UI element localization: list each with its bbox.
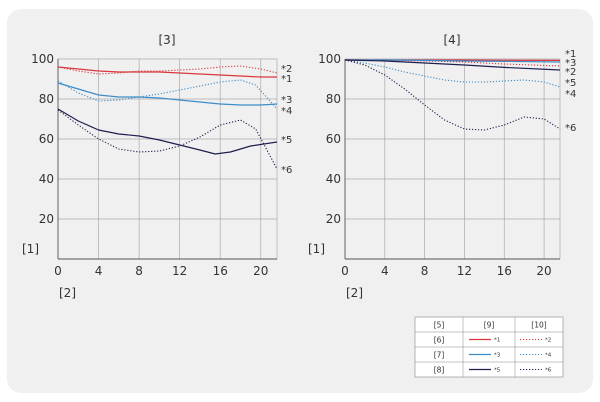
y-tick-label: 60 <box>326 132 341 146</box>
legend-row-label: [8] <box>434 366 445 375</box>
legend-sample-label: *1 <box>494 338 500 344</box>
x-tick-label: 4 <box>381 264 389 278</box>
series-line-s2 <box>57 65 278 75</box>
curve-label: *1 <box>565 49 576 60</box>
x-tick-label: 20 <box>253 264 268 278</box>
x-tick-label: 4 <box>95 264 103 278</box>
legend-sample-label: *5 <box>494 368 501 374</box>
legend-sample-label: *4 <box>545 353 552 359</box>
series-line-s6 <box>344 59 561 131</box>
curve-label: *6 <box>565 123 576 134</box>
grid <box>345 58 561 259</box>
curve-label: *3 <box>281 95 292 106</box>
y-tick-label: 20 <box>326 212 341 226</box>
series-line-s1 <box>57 66 277 78</box>
grid <box>58 58 278 259</box>
y-tick-label: 60 <box>39 132 54 146</box>
right-chart: 0 4 8 12 16 20 20 40 60 80 100 [4] [1] [2] *1*3*2*5*4 *… <box>308 33 576 300</box>
series-line-s6 <box>57 109 278 170</box>
chart-title: [4] <box>444 33 461 47</box>
curve-label: *2 <box>565 67 576 78</box>
curve-label: *4 <box>281 106 292 117</box>
y-tick-label: 100 <box>31 52 54 66</box>
x-tick-label: 8 <box>135 264 143 278</box>
x-tick-label: 12 <box>457 264 472 278</box>
x-tick-label: 0 <box>54 264 62 278</box>
x-tick-label: 16 <box>213 264 228 278</box>
y-axis-label: [1] <box>22 242 39 256</box>
series-line-s4 <box>57 79 278 110</box>
legend-header: [10] <box>531 321 546 330</box>
curve-label: *5 <box>281 135 292 146</box>
curve-label: *2 <box>281 64 292 75</box>
curve-label: *6 <box>281 165 292 176</box>
x-axis-label: [2] <box>346 286 363 300</box>
x-tick-label: 20 <box>536 264 551 278</box>
x-axis-label: [2] <box>59 286 76 300</box>
y-tick-label: 40 <box>326 172 341 186</box>
curve-label: *4 <box>565 89 576 100</box>
series-line-s4 <box>344 59 561 88</box>
x-tick-label: 12 <box>172 264 187 278</box>
legend-header: [5] <box>434 321 445 330</box>
legend-sample-label: *3 <box>494 353 501 359</box>
legend-header: [9] <box>484 321 495 330</box>
series-line-s5 <box>344 59 561 71</box>
series-line-s3 <box>345 59 561 63</box>
legend-table: [5] [9] [10] [6] *1 *2 [7] *3 *4 [8] *5 *6 <box>414 316 564 378</box>
curve-label: *5 <box>565 78 576 89</box>
y-tick-label: 100 <box>318 52 341 66</box>
legend-row-label: [7] <box>434 351 445 360</box>
series-line-s3 <box>57 82 278 106</box>
y-tick-label: 40 <box>39 172 54 186</box>
series-line-s5 <box>57 108 278 155</box>
x-tick-label: 16 <box>497 264 512 278</box>
y-tick-label: 80 <box>39 92 54 106</box>
legend-sample-label: *2 <box>545 338 551 344</box>
x-tick-label: 0 <box>341 264 349 278</box>
curve-label: *1 <box>281 74 292 85</box>
legend-sample-label: *6 <box>545 368 552 374</box>
y-axis-label: [1] <box>308 242 325 256</box>
y-tick-label: 20 <box>39 212 54 226</box>
y-tick-label: 80 <box>326 92 341 106</box>
chart-title: [3] <box>159 33 176 47</box>
left-chart: 0 4 8 12 16 20 20 40 60 80 100 [3] [1] [2] *2*1 *3*4 *5 *… <box>22 33 292 300</box>
x-tick-label: 8 <box>421 264 429 278</box>
curve-label: *3 <box>565 58 576 69</box>
legend-row-label: [6] <box>434 336 445 345</box>
